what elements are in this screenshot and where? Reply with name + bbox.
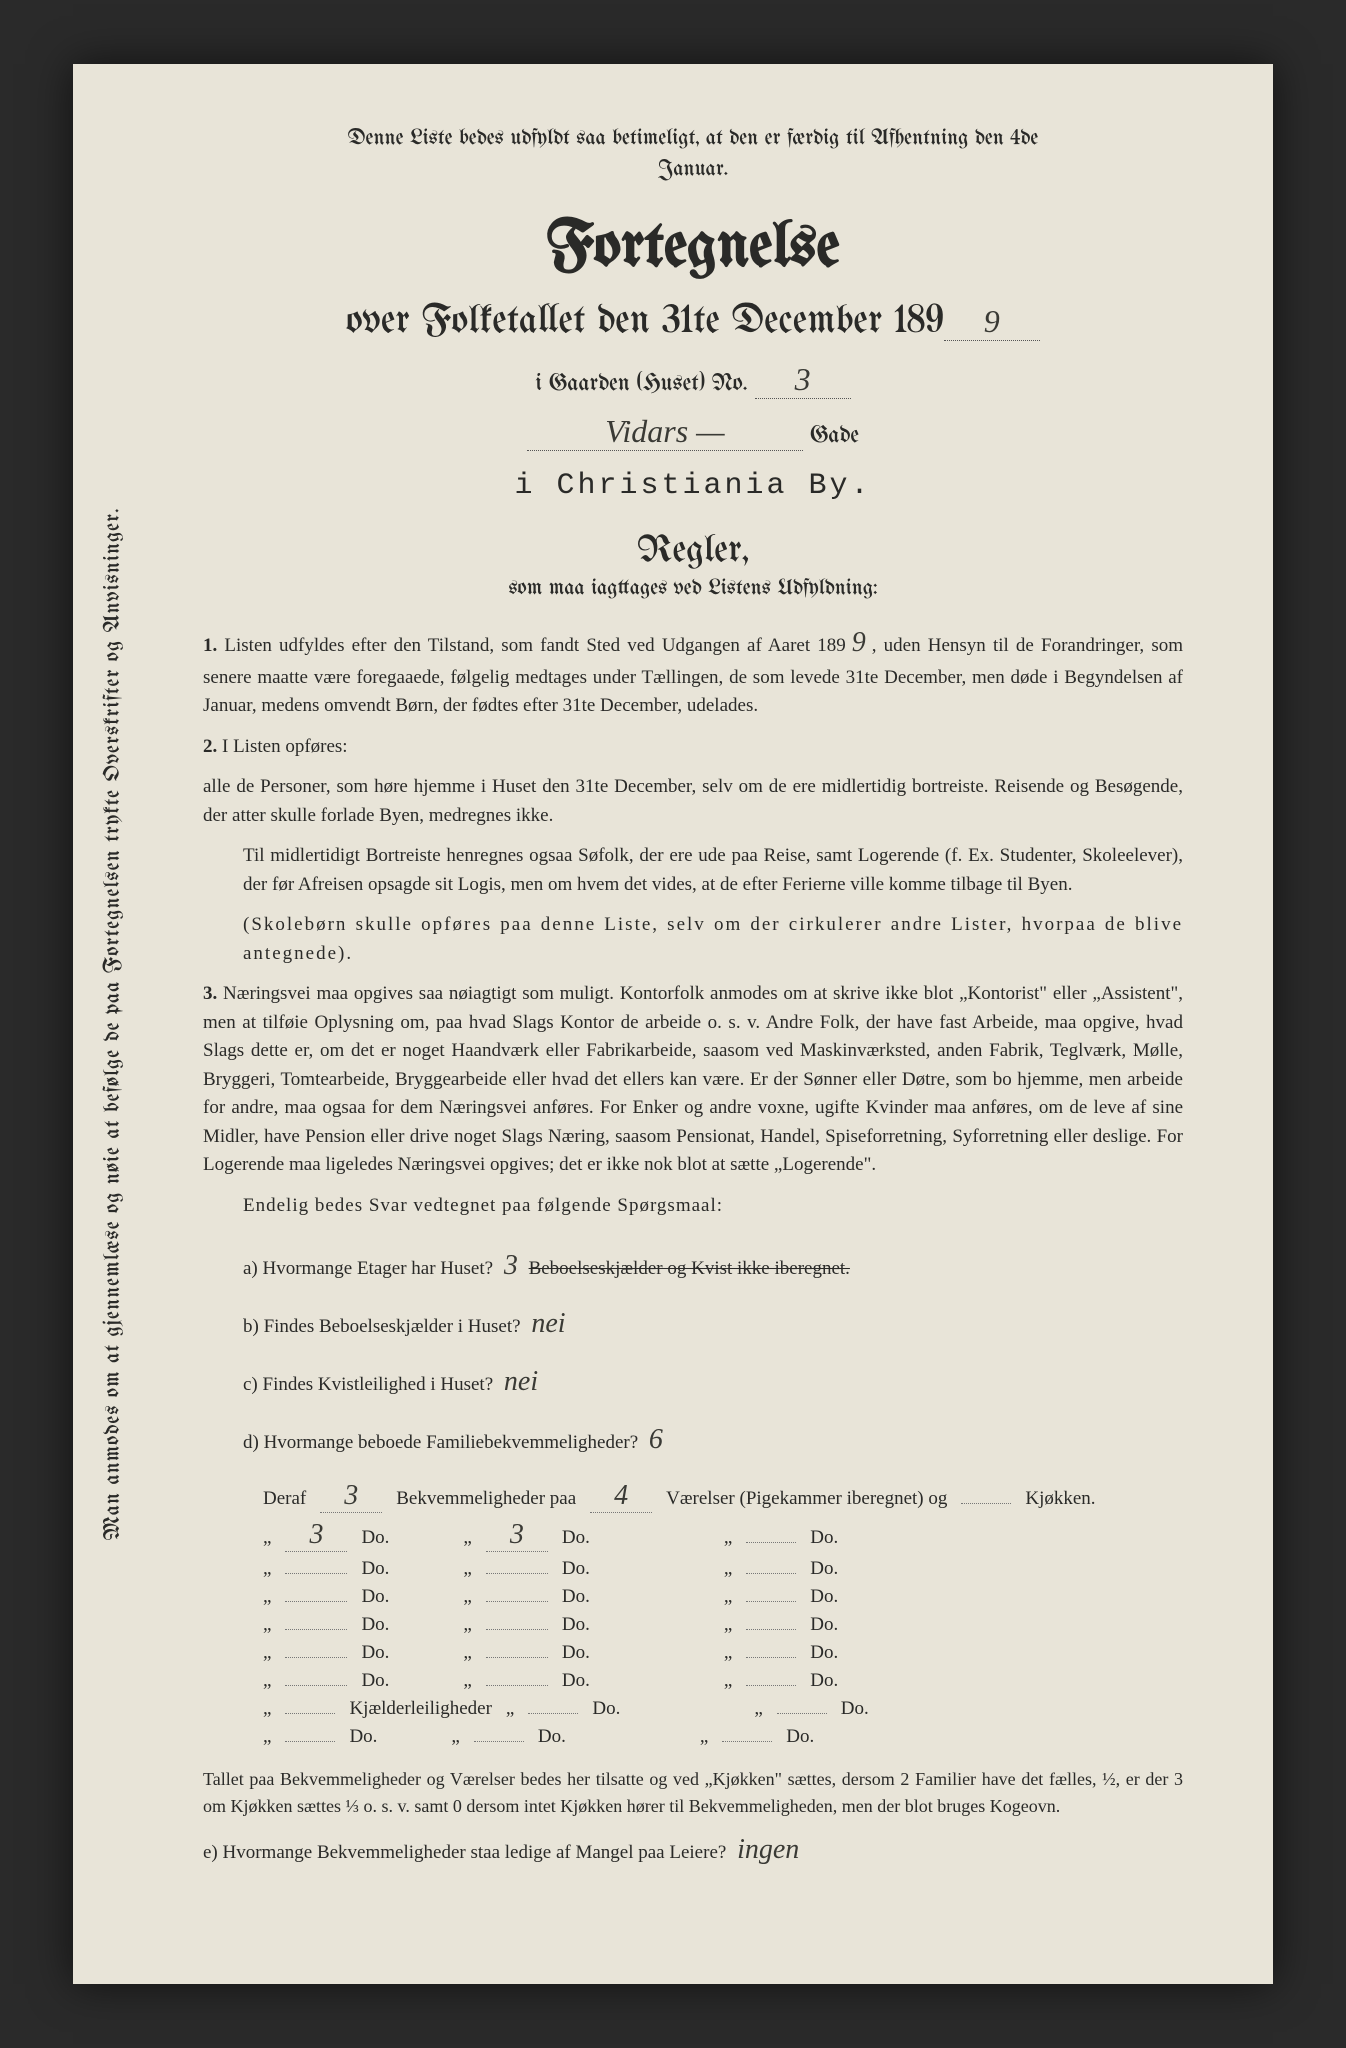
dh-suffix: Værelser (Pigekammer iberegnet) og	[666, 1488, 947, 1510]
question-c: c) Findes Kvistleilighed i Huset? nei	[243, 1354, 1183, 1410]
census-form-page: Man anmodes om at gjennemlæse og nøie at…	[73, 64, 1273, 1984]
question-b: b) Findes Beboelseskjælder i Huset? nei	[243, 1296, 1183, 1352]
subtitle-text: over Folketallet den 31te December 189	[346, 302, 944, 343]
rule3-text: Næringsvei maa opgives saa nøiagtigt som…	[203, 983, 1183, 1175]
dwellings-header: Deraf 3 Bekvemmeligheder paa 4 Værelser …	[263, 1480, 1183, 1513]
qa-c-label: c) Findes Kvistleilighed i Huset?	[243, 1374, 493, 1395]
city-line: i Christiania By.	[203, 469, 1183, 503]
qa-b-answer: nei	[525, 1308, 571, 1339]
dwellings-row: „Do.„Do.„Do.	[263, 1586, 1183, 1608]
dwellings-row: „Do.„Do.„Do.	[263, 1614, 1183, 1636]
rule-2-para2: (Skolebørn skulle opføres paa denne List…	[243, 911, 1183, 968]
question-a: a) Hvormange Etager har Huset? 3 Beboels…	[243, 1238, 1183, 1294]
qa-d-answer: 6	[643, 1424, 669, 1455]
bottom-paragraph: Tallet paa Bekvemmeligheder og Værelser …	[203, 1766, 1183, 1820]
dwellings-row: „3Do.„3Do.„Do.	[263, 1519, 1183, 1552]
rule2-intro: I Listen opføres:	[222, 736, 348, 757]
rule-3: 3. Næringsvei maa opgives saa nøiagtigt …	[203, 980, 1183, 1180]
dwellings-last-row: „ Do. „Do. „Do.	[263, 1726, 1183, 1748]
rule-2-para1: Til midlertidigt Bortreiste henregnes og…	[243, 842, 1183, 899]
dwellings-row: „Do.„Do.„Do.	[263, 1558, 1183, 1580]
house-number: 3	[755, 361, 851, 399]
house-line: i Gaarden (Huset) No. 3	[203, 361, 1183, 399]
rules-subtitle: som maa iagttages ved Listens Udfyldning…	[203, 577, 1183, 600]
rules-title: Regler,	[203, 531, 1183, 571]
dh-prefix: Deraf	[263, 1488, 306, 1510]
year-digit: 9	[944, 303, 1040, 341]
dh-rooms: 4	[590, 1480, 652, 1513]
final-q-label: e) Hvormange Bekvemmeligheder staa ledig…	[203, 1842, 726, 1863]
qa-a-label: a) Hvormange Etager har Huset?	[243, 1258, 493, 1279]
rule1-year: 9	[846, 627, 872, 658]
question-d: d) Hvormange beboede Familiebekvemmeligh…	[243, 1412, 1183, 1468]
questions-header: Endelig bedes Svar vedtegnet paa følgend…	[243, 1192, 1183, 1221]
dwellings-kj-row: „ Kjælderleiligheder „Do. „Do.	[263, 1698, 1183, 1720]
qa-a-answer: 3	[498, 1250, 524, 1281]
street-name: Vidars —	[527, 413, 803, 451]
rule1-text-a: Listen udfyldes efter den Tilstand, som …	[224, 635, 845, 656]
house-label: i Gaarden (Huset) No.	[535, 372, 747, 397]
main-title: Fortegnelse	[203, 216, 1183, 282]
rule-2-body: alle de Personer, som høre hjemme i Huse…	[203, 773, 1183, 830]
rule-2: 2. I Listen opføres:	[203, 733, 1183, 762]
street-suffix: Gade	[810, 424, 859, 449]
dh-kitchen	[961, 1503, 1011, 1504]
street-line: Vidars — Gade	[203, 413, 1183, 451]
subtitle: over Folketallet den 31te December 1899	[203, 302, 1183, 343]
rule-1: 1. Listen udfyldes efter den Tilstand, s…	[203, 622, 1183, 721]
questions-block: a) Hvormange Etager har Huset? 3 Beboels…	[243, 1238, 1183, 1468]
qa-d-label: d) Hvormange beboede Familiebekvemmeligh…	[243, 1432, 638, 1453]
dwellings-row: „Do.„Do.„Do.	[263, 1670, 1183, 1692]
dwellings-row: „Do.„Do.„Do.	[263, 1642, 1183, 1664]
side-instruction: Man anmodes om at gjennemlæse og nøie at…	[102, 224, 125, 1824]
final-question: e) Hvormange Bekvemmeligheder staa ledig…	[203, 1834, 1183, 1866]
final-q-answer: ingen	[731, 1834, 805, 1865]
dh-mid: Bekvemmeligheder paa	[396, 1488, 576, 1510]
dh-count: 3	[320, 1480, 382, 1513]
qa-b-label: b) Findes Beboelseskjælder i Huset?	[243, 1316, 521, 1337]
kj-label: Kjælderleiligheder	[349, 1698, 491, 1720]
last-label: Do.	[349, 1726, 377, 1748]
qa-c-answer: nei	[498, 1366, 544, 1397]
qa-a-note: Beboelseskjælder og Kvist ikke iberegnet…	[529, 1258, 850, 1279]
top-note: Denne Liste bedes udfyldt saa betimeligt…	[326, 124, 1061, 186]
dwellings-table: Deraf 3 Bekvemmeligheder paa 4 Værelser …	[263, 1480, 1183, 1748]
dh-end: Kjøkken.	[1025, 1488, 1095, 1510]
